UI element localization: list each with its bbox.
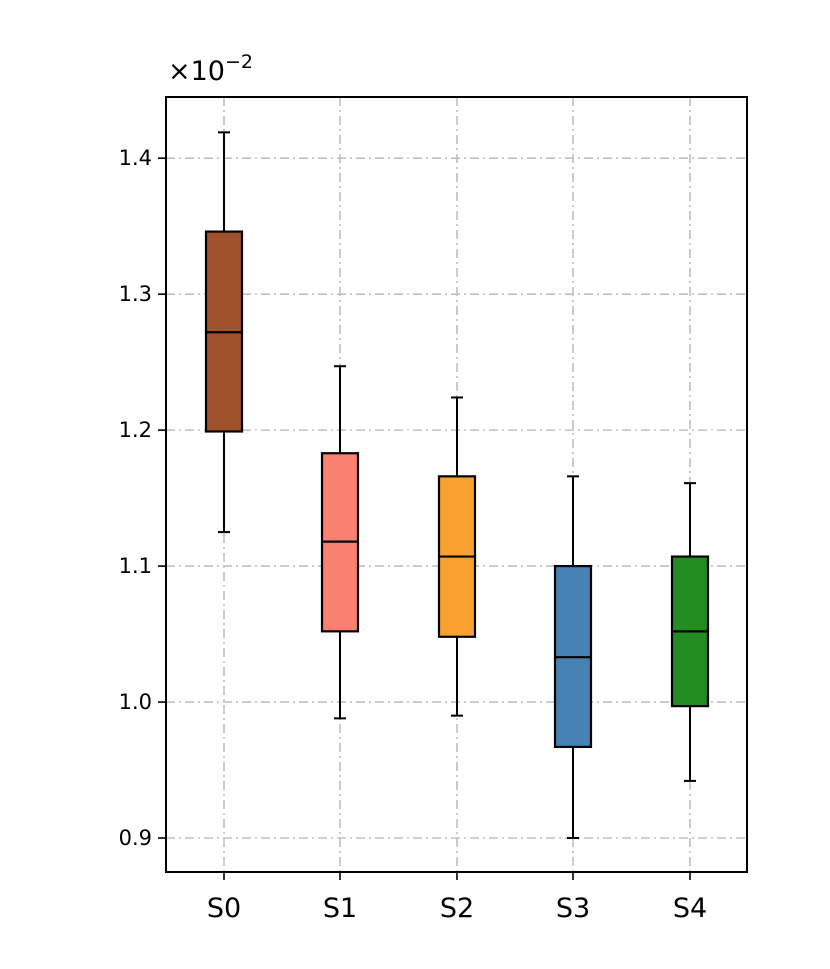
y-tick-label: 1.4	[119, 146, 152, 170]
y-tick-label: 1.3	[119, 282, 152, 306]
box-s0	[204, 131, 244, 534]
boxes	[204, 131, 710, 840]
y-tick-label: 1.2	[119, 418, 152, 442]
y-tick-label: 1.1	[119, 554, 152, 578]
x-tick-label: S0	[207, 893, 241, 924]
y-tick-label: 0.9	[119, 826, 152, 850]
x-tick-label: S4	[673, 893, 707, 924]
scale-offset-exponent: −2	[225, 51, 253, 73]
box-s4	[670, 482, 710, 782]
x-tick-label: S2	[440, 893, 474, 924]
scale-offset-base: ×10	[168, 56, 225, 87]
box-s1	[320, 365, 360, 720]
x-tick-label: S1	[323, 893, 357, 924]
y-tick-label: 1.0	[119, 690, 152, 714]
x-tick-label: S3	[556, 893, 590, 924]
scale-offset-label: ×10−2	[168, 51, 253, 87]
box-s3	[553, 475, 593, 840]
axis-ticks: 0.9 1.0 1.1 1.2 1.3 1.4 S0 S1 S2 S3 S4	[119, 146, 708, 924]
box-s2	[437, 396, 477, 717]
